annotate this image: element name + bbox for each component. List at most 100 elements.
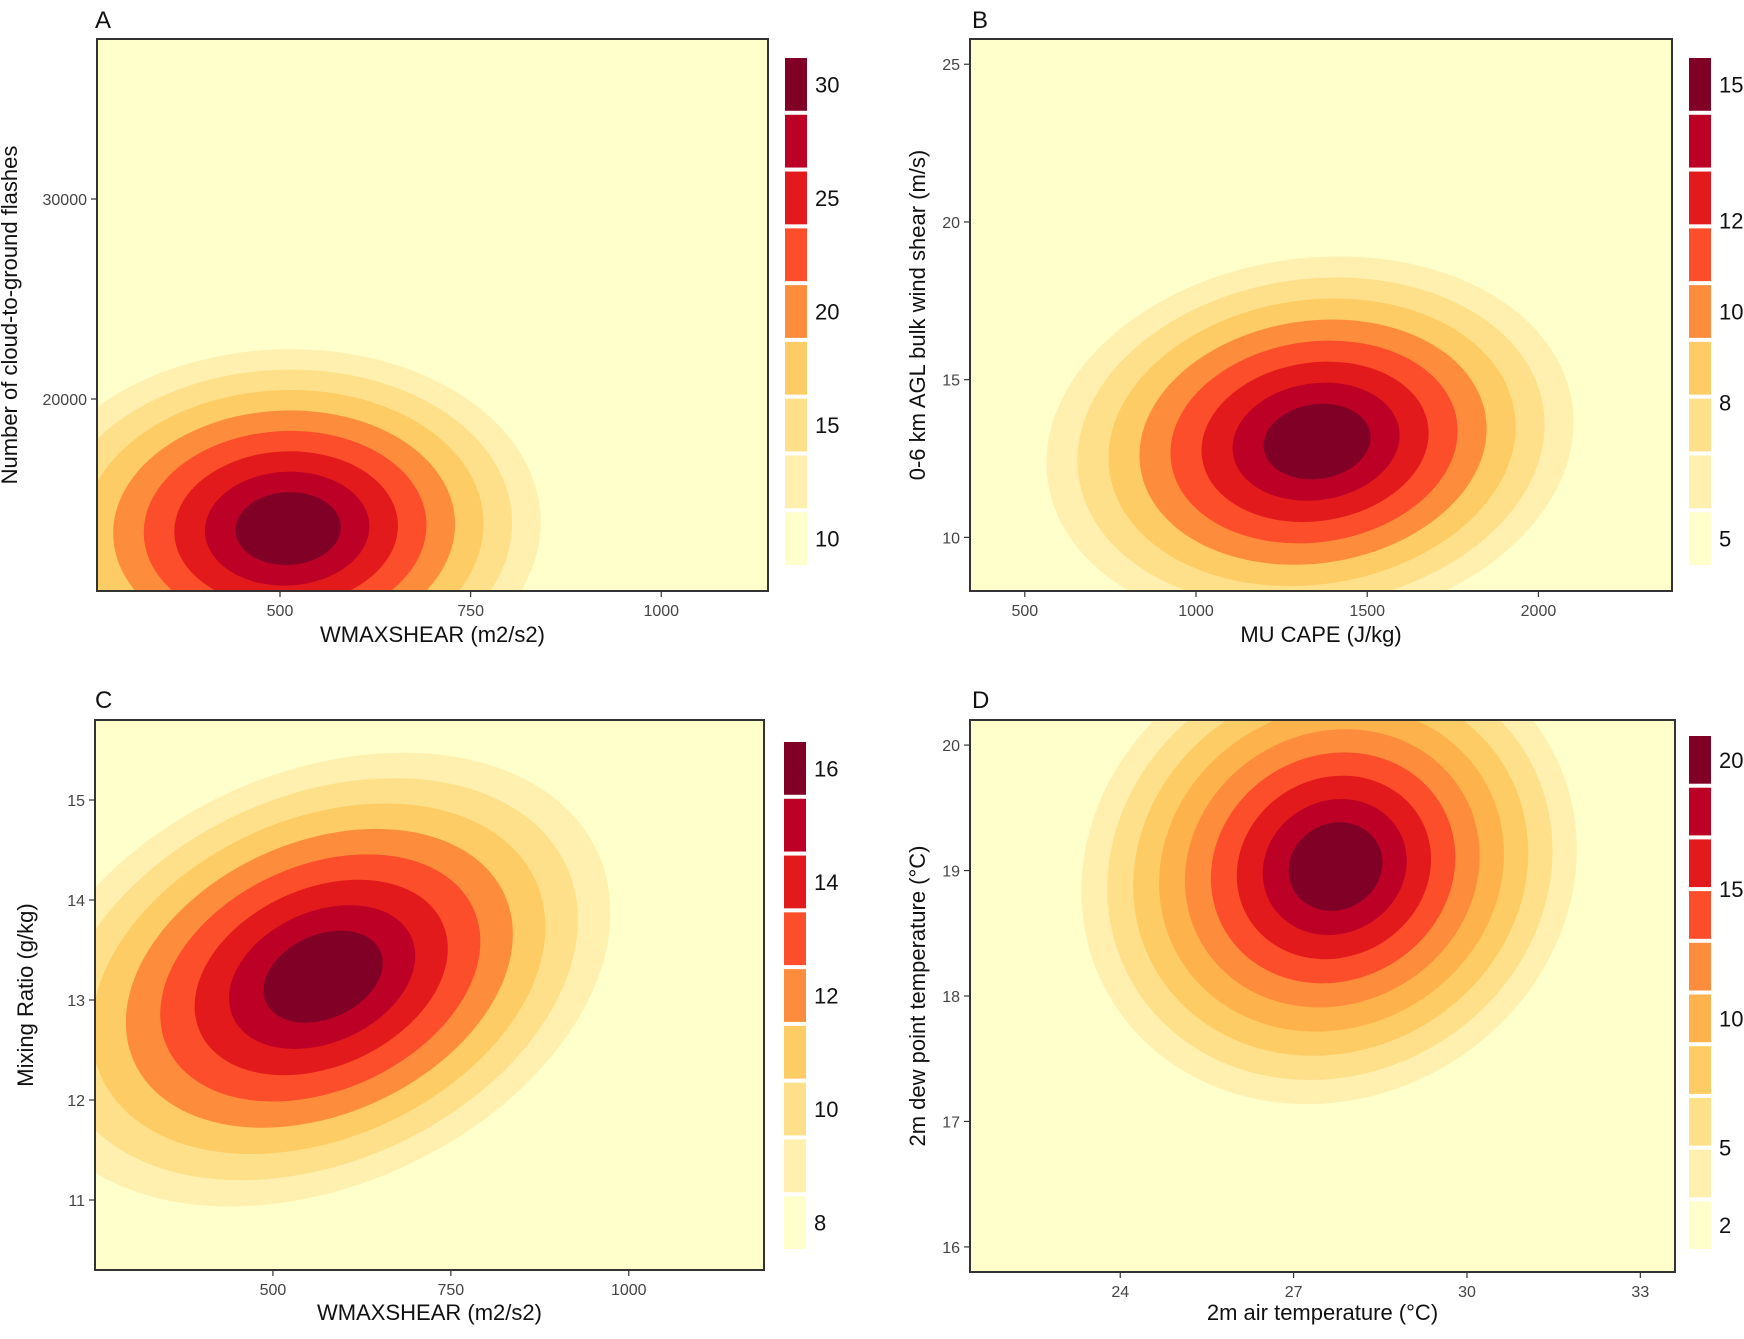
y-tick-label: 30000 <box>43 192 88 209</box>
panel-letter: B <box>972 7 988 34</box>
x-axis-title: WMAXSHEAR (m2/s2) <box>320 622 545 647</box>
legend-label: 10 <box>1719 300 1743 325</box>
legend-swatch <box>785 512 807 565</box>
legend-swatch <box>1689 114 1711 168</box>
legend-swatch <box>1689 839 1711 888</box>
legend-label: 15 <box>1719 877 1743 902</box>
density-level-9 <box>1288 822 1383 911</box>
y-tick-label: 13 <box>67 993 85 1010</box>
density-contours <box>1081 720 1577 1105</box>
legend-label: 25 <box>815 186 839 211</box>
y-tick-label: 14 <box>67 893 85 910</box>
plot-frame <box>969 38 1673 592</box>
legend-swatch <box>1689 1201 1711 1249</box>
x-tick-label: 1000 <box>611 1282 647 1299</box>
legend-swatch <box>1689 994 1711 1043</box>
legend: 15 12 10 8 5 <box>1689 58 1743 565</box>
legend-swatch <box>1689 285 1711 338</box>
legend-swatch <box>785 341 807 395</box>
y-tick-label: 15 <box>67 793 85 810</box>
legend-label: 5 <box>1719 527 1731 552</box>
panel-letter: D <box>972 687 989 714</box>
density-level-8 <box>1263 403 1371 480</box>
legend-swatch <box>785 398 807 452</box>
legend-swatch <box>784 1196 806 1249</box>
x-tick-label: 750 <box>437 1282 464 1299</box>
plot-frame <box>96 38 769 592</box>
legend-label: 8 <box>814 1211 826 1236</box>
legend-label: 2 <box>1719 1213 1731 1238</box>
legend-swatch <box>784 742 806 795</box>
y-tick-label: 19 <box>942 864 960 881</box>
legend-swatch <box>785 285 807 338</box>
legend-swatch <box>785 228 807 282</box>
legend-label: 15 <box>1719 72 1743 97</box>
legend: 16 14 12 10 8 <box>784 742 838 1249</box>
y-axis-title: 2m dew point temperature (°C) <box>905 845 930 1146</box>
x-tick-label: 1000 <box>1178 603 1214 620</box>
density-level-8 <box>263 930 383 1023</box>
x-tick-label: 33 <box>1631 1284 1649 1301</box>
legend-swatch <box>785 455 807 509</box>
x-tick-label: 27 <box>1285 1284 1303 1301</box>
legend-label: 16 <box>814 756 838 781</box>
y-tick-label: 20 <box>942 738 960 755</box>
legend-swatch <box>785 58 807 111</box>
legend-swatch <box>1689 1046 1711 1094</box>
x-tick-label: 1000 <box>643 603 679 620</box>
legend-label: 12 <box>814 984 838 1009</box>
panel-d: D 24 27 30 33 16 17 18 19 20 2m air temperature (°… <box>905 687 1743 1325</box>
y-tick-label: 16 <box>942 1240 960 1257</box>
legend-label: 10 <box>815 527 839 552</box>
x-tick-label: 750 <box>457 603 484 620</box>
y-tick-label: 11 <box>68 1193 85 1210</box>
legend-swatch <box>1689 1097 1711 1146</box>
y-tick-label: 17 <box>942 1114 960 1131</box>
legend-swatch <box>785 114 807 168</box>
x-tick-label: 1500 <box>1349 603 1385 620</box>
legend-swatch <box>1689 942 1711 991</box>
density-contours <box>97 349 541 591</box>
legend-label: 12 <box>1719 209 1743 234</box>
legend-swatch <box>1689 512 1711 565</box>
y-tick-label: 12 <box>67 1093 85 1110</box>
legend-swatch <box>784 1082 806 1136</box>
legend-label: 20 <box>815 300 839 325</box>
y-axis-title: 0-6 km AGL bulk wind shear (m/s) <box>905 150 930 481</box>
legend-label: 10 <box>814 1097 838 1122</box>
legend-swatch <box>784 1025 806 1079</box>
y-tick-label: 15 <box>942 373 960 390</box>
legend-label: 14 <box>814 870 838 895</box>
x-tick-label: 500 <box>1011 603 1038 620</box>
x-tick-label: 24 <box>1111 1284 1129 1301</box>
legend-swatch <box>784 855 806 909</box>
panel-a: A 500 750 1000 20000 30000 WMAXSHEAR (m2/s2) Nu… <box>0 7 839 647</box>
legend-swatch <box>1689 341 1711 395</box>
legend-swatch <box>1689 891 1711 939</box>
legend-swatch <box>1689 398 1711 452</box>
legend-swatch <box>1689 1149 1711 1198</box>
x-tick-label: 500 <box>267 603 294 620</box>
legend-swatch <box>1689 455 1711 509</box>
legend-swatch <box>1689 228 1711 282</box>
panel-b: B 500 1000 1500 2000 10 15 20 25 MU CAPE (J/kg) 0-… <box>905 7 1743 647</box>
legend-label: 30 <box>815 72 839 97</box>
x-axis-title: MU CAPE (J/kg) <box>1240 622 1401 647</box>
density-level-8 <box>235 492 341 566</box>
legend: 20 15 10 5 2 <box>1689 736 1743 1249</box>
legend-label: 20 <box>1719 748 1743 773</box>
legend-swatch <box>1689 736 1711 784</box>
panel-c: C 500 750 1000 11 12 13 14 15 WMAXSHEAR (m2/s2) Mi… <box>13 687 838 1325</box>
y-tick-label: 20000 <box>43 392 88 409</box>
density-contours <box>1046 256 1574 591</box>
legend-swatch <box>1689 171 1711 225</box>
x-axis-title: 2m air temperature (°C) <box>1207 1300 1438 1325</box>
x-tick-label: 30 <box>1458 1284 1476 1301</box>
legend-label: 10 <box>1719 1006 1743 1031</box>
density-contours <box>95 752 611 1207</box>
y-tick-label: 25 <box>942 57 960 74</box>
y-axis-title: Number of cloud-to-ground flashes <box>0 146 22 485</box>
legend-label: 8 <box>1719 390 1731 415</box>
